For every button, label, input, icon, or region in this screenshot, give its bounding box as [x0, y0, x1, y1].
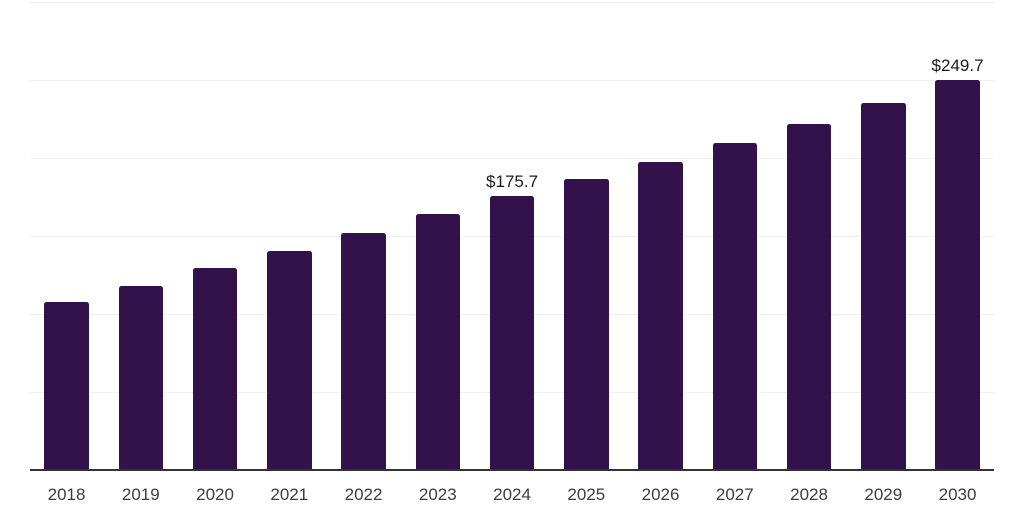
bar-2020	[192, 267, 238, 470]
bar-2029	[861, 102, 906, 470]
x-tick-label-2020: 2020	[196, 485, 234, 504]
bar-value-label-2030: $249.7	[931, 56, 984, 76]
x-tick-label-2022: 2022	[344, 485, 383, 504]
x-tick-label-2023: 2023	[418, 485, 457, 504]
bar-2023	[415, 213, 461, 470]
bar-2027	[712, 143, 758, 470]
gridline-300	[30, 2, 994, 3]
x-tick-label-2019: 2019	[121, 485, 160, 504]
bar-2018	[44, 302, 89, 470]
x-axis-line	[30, 469, 994, 471]
x-tick-label-2026: 2026	[641, 485, 680, 504]
plot-area: $175.7 $249.7	[30, 2, 994, 470]
bar-2019	[118, 285, 164, 470]
bar-2022	[341, 233, 386, 470]
x-tick-label-2027: 2027	[715, 485, 754, 504]
bar-2025	[564, 179, 609, 470]
bar-2028	[786, 123, 832, 470]
x-tick-label-2030: 2030	[938, 485, 977, 504]
x-tick-label-2024: 2024	[493, 485, 531, 504]
gridline-250	[30, 80, 994, 81]
x-tick-label-2029: 2029	[864, 485, 903, 504]
x-tick-label-2028: 2028	[790, 485, 828, 504]
gridline-200	[30, 158, 994, 159]
bar-value-label-2024: $175.7	[486, 171, 539, 191]
bar-2024	[489, 195, 535, 470]
x-tick-label-2025: 2025	[567, 485, 606, 504]
bar-2030	[935, 80, 980, 470]
bar-2026	[638, 161, 683, 470]
x-tick-label-2021: 2021	[270, 485, 309, 504]
bar-2021	[267, 251, 312, 470]
x-tick-label-2018: 2018	[47, 485, 86, 504]
